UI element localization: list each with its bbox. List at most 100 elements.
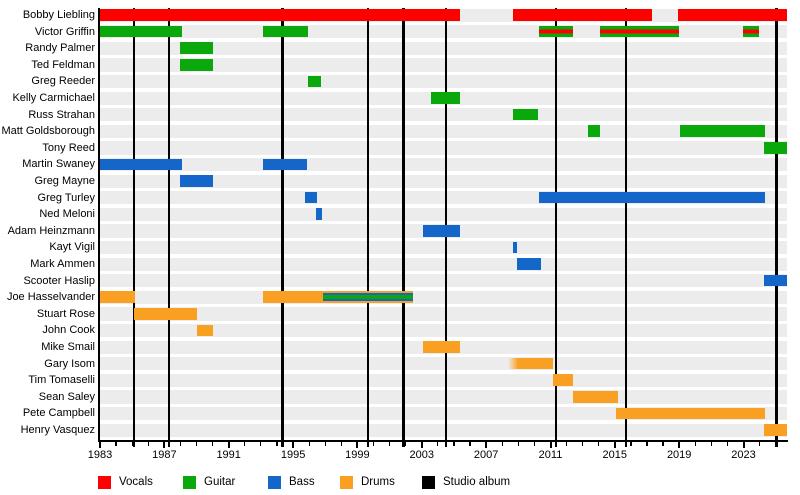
vocals-legend-swatch	[98, 476, 111, 489]
timeline-bar	[263, 291, 323, 304]
timeline-bar	[599, 25, 680, 38]
x-axis-minor-tick	[147, 441, 149, 446]
x-axis-minor-tick	[662, 441, 664, 446]
year-label: 2003	[409, 449, 435, 461]
member-label: Tony Reed	[42, 141, 95, 154]
timeline-bar	[507, 357, 553, 370]
x-axis-minor-tick	[244, 441, 246, 446]
row-band	[100, 75, 787, 89]
x-axis-minor-tick	[405, 441, 407, 446]
timeline-bar	[100, 9, 461, 21]
timeline-bar	[197, 324, 213, 337]
x-axis-major-tick	[99, 441, 101, 448]
row-band	[100, 174, 787, 188]
legend: Vocals Guitar Bass Drums Studio album	[0, 468, 800, 495]
member-label: Ned Meloni	[39, 208, 95, 221]
x-axis-minor-tick	[775, 441, 777, 446]
year-label: 2019	[666, 449, 692, 461]
timeline-bar	[422, 341, 461, 353]
x-axis-minor-tick	[276, 441, 278, 446]
member-label: Henry Vasquez	[20, 424, 95, 436]
member-label: Victor Griffin	[34, 25, 95, 38]
timeline-bar	[512, 108, 539, 121]
timeline-bar	[539, 25, 573, 38]
year-label: 1987	[152, 449, 177, 461]
member-label: Joe Hasselvander	[6, 291, 95, 304]
x-axis-minor-tick	[195, 441, 198, 446]
member-label: Adam Heinzmann	[7, 224, 95, 237]
member-label: Mark Ammen	[30, 258, 95, 270]
x-axis	[98, 439, 788, 442]
member-label: Martin Swaney	[22, 158, 95, 171]
y-axis	[98, 8, 100, 442]
year-label: 1991	[216, 449, 241, 461]
timeline-bar	[100, 25, 182, 38]
legend-label: Drums	[361, 476, 395, 488]
member-label: Tim Tomaselli	[28, 374, 95, 387]
row-band	[100, 357, 787, 371]
x-axis-minor-tick	[179, 441, 182, 446]
timeline-bar	[587, 125, 601, 138]
year-label: 2011	[538, 449, 563, 461]
x-axis-minor-tick	[694, 441, 696, 446]
row-band	[100, 241, 787, 255]
x-axis-minor-tick	[710, 441, 712, 446]
member-label: Kelly Carmichael	[12, 92, 95, 104]
timeline-bar	[263, 25, 309, 38]
timeline-bar	[742, 25, 759, 38]
x-axis-minor-tick	[324, 441, 326, 446]
legend-label: Guitar	[204, 476, 236, 488]
member-label: Bobby Liebling	[22, 9, 95, 21]
studio-album-line	[775, 8, 778, 447]
row-band	[100, 423, 787, 437]
x-axis-minor-tick	[340, 441, 342, 446]
row-band	[100, 124, 787, 138]
row-band	[100, 324, 787, 338]
member-label: Gary Isom	[44, 357, 95, 370]
guitar-legend-swatch	[183, 476, 196, 489]
row-band	[100, 290, 787, 304]
year-label: 2015	[602, 449, 628, 461]
timeline-bar	[552, 374, 573, 387]
timeline-bar	[100, 291, 136, 304]
x-axis-major-tick	[356, 441, 359, 448]
member-label: Matt Goldsborough	[1, 125, 95, 138]
x-axis-minor-tick	[501, 441, 503, 446]
x-axis-minor-tick	[308, 441, 310, 446]
member-label: Scooter Haslip	[23, 274, 95, 287]
timeline-bar	[422, 224, 461, 237]
timeline-bar	[573, 390, 618, 403]
studio-album-line	[366, 8, 370, 447]
bass-legend-swatch	[268, 476, 281, 489]
legend-label: Studio album	[443, 476, 511, 488]
x-axis-major-tick	[742, 441, 745, 448]
year-label: 2007	[473, 449, 499, 461]
row-band	[100, 108, 787, 122]
row-band	[100, 407, 787, 421]
year-label: 1983	[87, 449, 113, 461]
x-axis-major-tick	[292, 441, 295, 448]
timeline-bar	[512, 9, 652, 21]
timeline-plot-area: 1983 1987 1991 1995 1999 2003 2007 2011 2015 2019…	[1, 8, 788, 461]
x-axis-minor-tick	[582, 441, 584, 446]
timeline-bar	[512, 241, 518, 254]
timeline-bar	[305, 191, 318, 204]
timeline-bar	[516, 258, 541, 270]
member-label: Greg Mayne	[34, 175, 95, 187]
x-axis-minor-tick	[372, 441, 375, 446]
x-axis-minor-tick	[388, 441, 391, 446]
timeline-bar	[180, 175, 213, 187]
x-axis-minor-tick	[646, 441, 648, 446]
row-band	[100, 58, 787, 72]
x-axis-minor-tick	[115, 441, 117, 446]
x-axis-major-tick	[227, 441, 230, 448]
member-label: Stuart Rose	[36, 307, 95, 320]
x-axis-minor-tick	[565, 441, 568, 446]
member-label: John Cook	[42, 324, 95, 337]
timeline-bar	[316, 208, 322, 221]
timeline-bar	[308, 75, 322, 88]
timeline-bar	[180, 42, 213, 55]
x-axis-minor-tick	[437, 441, 439, 446]
timeline-bar	[677, 9, 787, 21]
